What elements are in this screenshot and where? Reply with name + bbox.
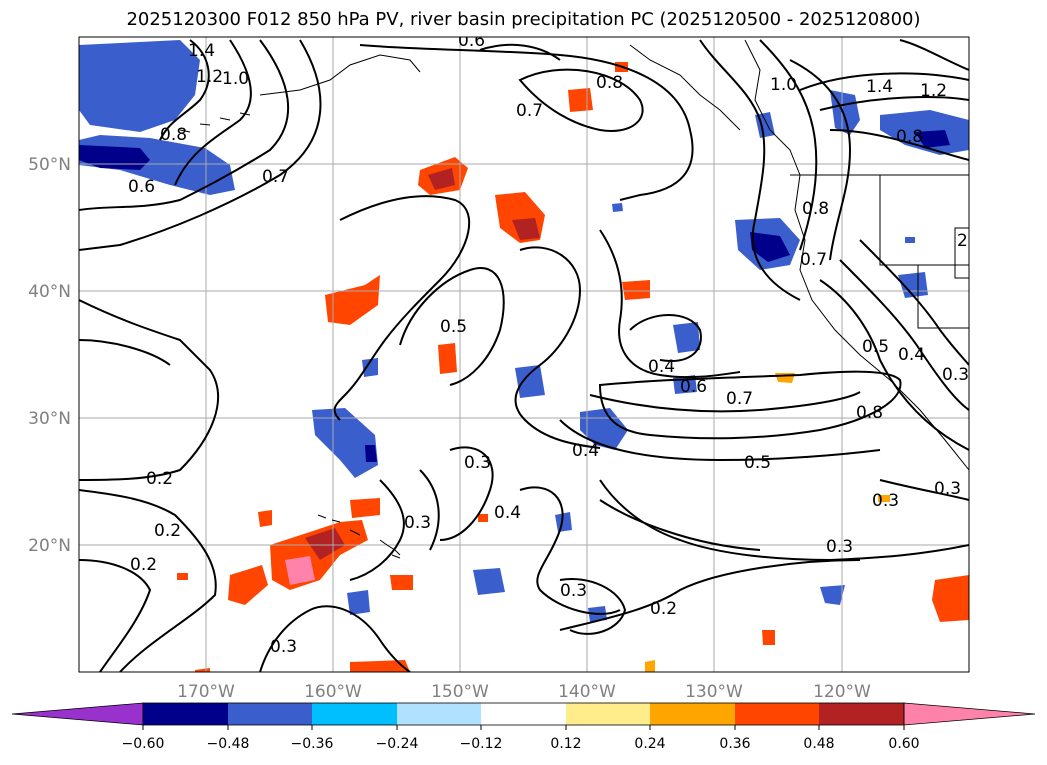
colorbar-tick-label: −0.12 <box>460 736 503 752</box>
contour-label: 0.8 <box>802 199 829 219</box>
contour-label: 1.2 <box>920 81 947 101</box>
contour-label: 1.4 <box>866 77 893 97</box>
lat-tick-label: 30°N <box>28 409 71 429</box>
pv-contours <box>79 39 969 672</box>
lon-tick-label: 140°W <box>558 682 616 702</box>
colorbar-tick-label: −0.36 <box>291 736 334 752</box>
contour-label: 0.4 <box>494 503 521 523</box>
colorbar-segment <box>566 703 650 725</box>
map-border <box>78 36 970 673</box>
lat-tick-label: 50°N <box>28 155 71 175</box>
contour-label: 0.3 <box>560 581 587 601</box>
colorbar-tick-label: 0.48 <box>803 736 834 752</box>
colorbar-low-extension <box>11 702 144 726</box>
lon-tick-label: 120°W <box>813 682 871 702</box>
contour-label: 0.3 <box>270 637 297 657</box>
contour-label: 1.0 <box>770 75 797 95</box>
contour-label: 0.8 <box>896 127 923 147</box>
colorbar-segment <box>481 703 566 725</box>
contour-label: 1.2 <box>196 67 223 87</box>
positive-anomaly-shading <box>177 62 969 672</box>
contour-label: 0.4 <box>648 357 675 377</box>
contour-label: 0.3 <box>934 479 961 499</box>
map-title: 2025120300 F012 850 hPa PV, river basin … <box>126 9 921 30</box>
contour-label: 0.8 <box>856 403 883 423</box>
contour-label: 1.4 <box>188 41 215 61</box>
colorbar-segment <box>397 703 481 725</box>
contour-label: 0.2 <box>146 469 173 489</box>
contour-label: 0.2 <box>650 599 677 619</box>
colorbar-segment <box>143 703 228 725</box>
contour-label: 0.5 <box>440 317 467 337</box>
lat-tick-label: 40°N <box>28 282 71 302</box>
contour-label: 0.6 <box>128 177 155 197</box>
contour-label: 0.8 <box>596 73 623 93</box>
lat-tick-label: 20°N <box>28 536 71 556</box>
colorbar-border <box>142 702 905 726</box>
contour-label: 0.5 <box>862 337 889 357</box>
contour-label: 0.3 <box>404 513 431 533</box>
contour-label: 0.3 <box>464 453 491 473</box>
lon-tick-label: 170°W <box>177 682 235 702</box>
negative-anomaly-shading <box>79 40 969 622</box>
contour-label: 0.3 <box>942 365 969 385</box>
lon-tick-label: 160°W <box>304 682 362 702</box>
contour-label: 1.0 <box>222 69 249 89</box>
colorbar: −0.60 −0.48 −0.36 −0.24 −0.12 0.12 0.24 … <box>11 702 1036 752</box>
colorbar-tick-label: 0.24 <box>634 736 665 752</box>
contour-label: 0.7 <box>516 101 543 121</box>
contour-label: 0.4 <box>898 345 925 365</box>
contour-label: 0.6 <box>458 31 485 51</box>
colorbar-tick-label: −0.48 <box>207 736 250 752</box>
contour-label: 0.4 <box>572 441 599 461</box>
lon-tick-label: 150°W <box>431 682 489 702</box>
colorbar-tick-label: −0.24 <box>376 736 419 752</box>
contour-label: 0.3 <box>826 537 853 557</box>
lon-tick-label: 130°W <box>685 682 743 702</box>
contour-label: 0.7 <box>726 389 753 409</box>
contour-label: 0.2 <box>130 555 157 575</box>
colorbar-segment <box>735 703 819 725</box>
latitude-tick-labels: 20°N 30°N 40°N 50°N <box>28 155 71 556</box>
colorbar-tick-label: 0.36 <box>719 736 750 752</box>
colorbar-tick-label: 0.60 <box>888 736 919 752</box>
colorbar-segment <box>819 703 904 725</box>
contour-label: 0.5 <box>744 453 771 473</box>
colorbar-segment <box>228 703 312 725</box>
contour-label: 0.6 <box>680 377 707 397</box>
contour-label: 2 <box>957 231 968 251</box>
contour-label: 0.7 <box>800 250 827 270</box>
map-background <box>79 37 969 672</box>
longitude-tick-labels: 170°W 160°W 150°W 140°W 130°W 120°W <box>177 682 871 702</box>
contour-label: 0.7 <box>262 167 289 187</box>
colorbar-segment <box>312 703 397 725</box>
colorbar-segment <box>650 703 735 725</box>
contour-label: 0.2 <box>154 521 181 541</box>
contour-label: 0.8 <box>160 125 187 145</box>
colorbar-tick-label: −0.60 <box>122 736 165 752</box>
colorbar-tick-label: 0.12 <box>550 736 581 752</box>
colorbar-high-extension <box>903 702 1036 726</box>
contour-label: 0.3 <box>872 491 899 511</box>
pv-contour-labels: 1.4 1.2 1.0 0.8 0.6 0.7 0.6 0.7 0.8 1.0 … <box>128 31 969 657</box>
